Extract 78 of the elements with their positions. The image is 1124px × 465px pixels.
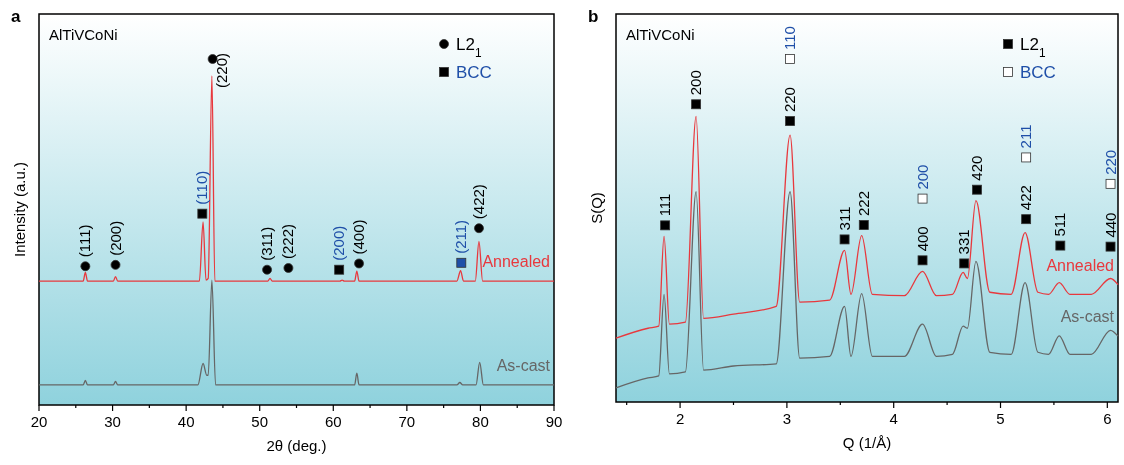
annotation: (200) (106, 220, 124, 256)
annotation: (110) (193, 170, 211, 205)
annotation: (400) (350, 219, 368, 255)
legend-label: L2$_{1}$ (456, 35, 482, 60)
point (197, 208, 208, 219)
point (858, 220, 869, 230)
point (1021, 214, 1032, 225)
annotation: 422 (1017, 185, 1035, 211)
annotation: 111 (656, 193, 674, 217)
annotation: (311) (258, 226, 276, 261)
point (1021, 152, 1032, 163)
annotation: 222 (854, 190, 872, 217)
text: AlTiVCoNi (626, 26, 695, 43)
annotation: 200 (913, 164, 931, 190)
point (959, 258, 970, 269)
point (972, 184, 982, 195)
point (1105, 178, 1116, 189)
point (110, 259, 121, 270)
annotation: (200) (330, 225, 348, 261)
text: AlTiVCoNi (49, 26, 118, 43)
x-tick-label: 80 (472, 413, 489, 430)
point (80, 261, 91, 272)
x-tick-label: 40 (177, 413, 195, 430)
annotation: 110 (781, 26, 799, 50)
x-axis-title: Q (1/Å) (842, 434, 892, 451)
annotation: (222) (279, 223, 297, 259)
annotation: (220) (212, 53, 230, 89)
x-tick-label: 3 (782, 410, 792, 427)
x-tick-label: 90 (545, 413, 563, 430)
x-tick-label: 50 (251, 413, 269, 430)
annotation: 420 (968, 155, 986, 181)
x-tick-label: 70 (398, 413, 416, 430)
series-label: As-cast (496, 356, 551, 374)
x-tick-label: 6 (1103, 410, 1112, 427)
x-tick-label: 20 (30, 413, 48, 430)
annotation: (211) (452, 219, 470, 254)
annotation: 220 (1101, 149, 1119, 175)
point (262, 264, 272, 275)
point (283, 263, 294, 273)
legend-label: BCC (456, 63, 492, 82)
point (785, 54, 795, 64)
annotation: 440 (1101, 212, 1119, 238)
legend-label: BCC (1020, 63, 1056, 82)
annotation: 200 (687, 70, 705, 96)
annotation: (111) (76, 224, 94, 258)
chart-title: a (11, 7, 21, 26)
annotation: 331 (955, 229, 973, 255)
point (917, 193, 928, 204)
x-tick-label: 30 (104, 413, 121, 430)
x-tick-label: 60 (324, 413, 342, 430)
x-tick-label: 4 (889, 410, 898, 427)
point (334, 264, 345, 275)
x-axis-title: 2θ (deg.) (266, 437, 327, 454)
series-label: As-cast (1060, 308, 1115, 326)
point (839, 234, 850, 245)
annotation: 220 (781, 87, 799, 113)
chart-title: b (588, 7, 599, 26)
series-label: Annealed (1046, 256, 1114, 274)
annotation: (422) (469, 184, 487, 220)
point (1055, 240, 1066, 251)
y-axis-title: Intensity (a.u.) (11, 161, 28, 258)
point (785, 116, 795, 126)
point (456, 257, 467, 268)
annotation: 400 (913, 226, 931, 252)
y-axis-title: S(Q) (588, 192, 605, 224)
x-tick-label: 5 (996, 410, 1005, 427)
annotation: 211 (1017, 124, 1035, 149)
point (691, 99, 702, 110)
annotation: 511 (1051, 212, 1069, 237)
point (660, 220, 671, 231)
annotation: 311 (835, 206, 853, 231)
point (354, 258, 364, 269)
series-label: Annealed (482, 253, 550, 271)
point (917, 255, 928, 266)
point (474, 223, 484, 234)
legend-label: L2$_{1}$ (1020, 35, 1046, 60)
point (1105, 241, 1116, 252)
x-tick-label: 2 (675, 410, 685, 427)
